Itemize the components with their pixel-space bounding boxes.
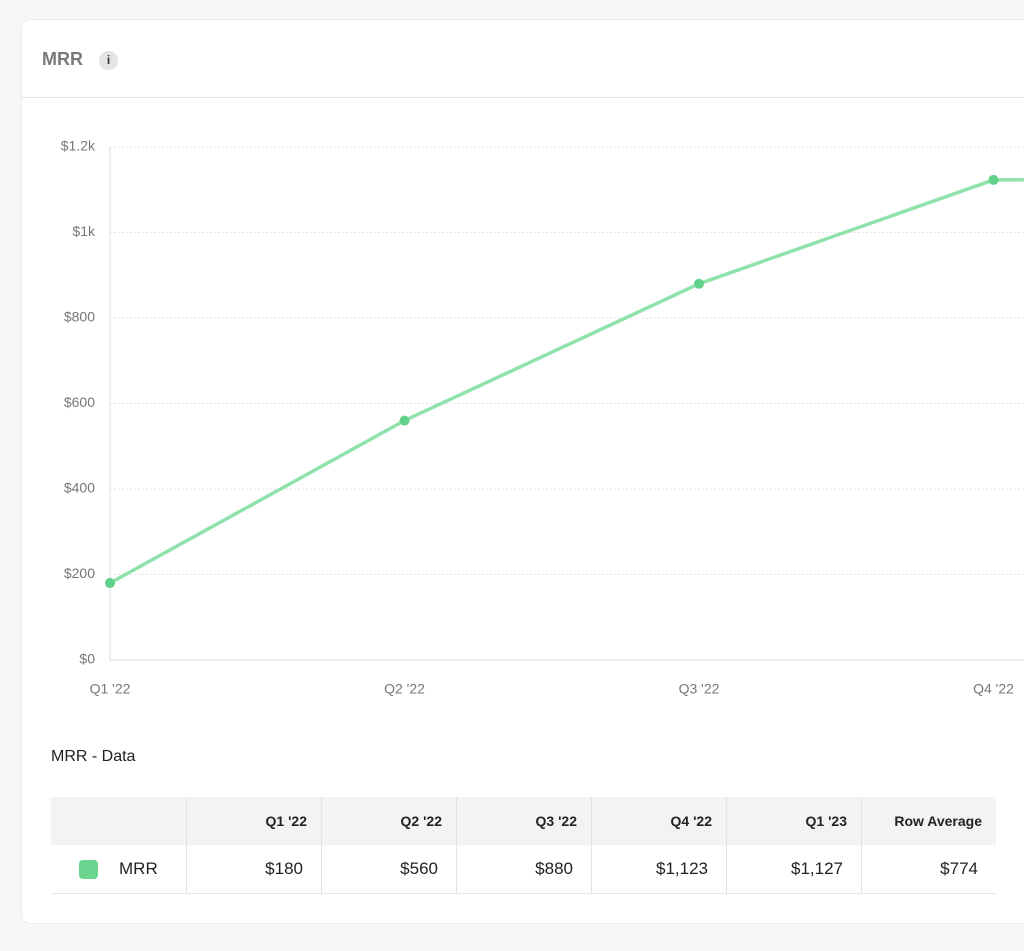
corner-cell [51,797,187,845]
y-tick-label: $800 [64,309,95,325]
header-row: Q1 '22 Q2 '22 Q3 '22 Q4 '22 Q1 '23 Row Averag… [51,797,996,845]
legend-swatch [79,860,98,879]
point [105,578,115,589]
table-row: MRR $180 $560 $880 $1,123 $1,127 $774 [51,845,996,894]
x-tick-label: Q2 '22 [384,681,425,697]
column-header: Row Average [861,797,996,845]
point [399,415,410,426]
table-cell: $560 [321,845,457,894]
column-header: Q1 '23 [726,797,862,845]
table-cell: $1,127 [726,845,862,894]
line [109,177,1024,585]
column-header: Q1 '22 [186,797,322,845]
table-title: MRR - Data [51,748,136,765]
column-header: Q4 '22 [591,797,727,845]
x-tick-label: Q4 '22 [973,681,1014,697]
table-cell: $880 [456,845,592,894]
info-icon[interactable]: i [99,51,118,70]
point [988,174,999,185]
y-tick-label: $0 [79,651,95,667]
point [694,278,704,289]
x-tick-label: Q1 '22 [90,681,131,697]
card-title: MRR [42,49,83,69]
column-header: Q2 '22 [321,797,457,845]
table-cell: $180 [186,845,322,894]
chart: $0 $200 $400 $600 $800 $1k $1.2k Q1 '22 Q2 '22 Q3… [61,138,1024,697]
table-cell: $1,123 [591,845,727,894]
y-tick-label: $400 [64,480,95,496]
row-label-cell: MRR [51,845,187,894]
y-tick-label: $600 [64,394,95,410]
y-tick-label: $1.2k [61,138,96,154]
y-tick-label: $200 [64,565,95,581]
divider [22,97,1024,98]
y-tick-label: $1k [72,223,96,239]
card: MRR i [22,20,1024,923]
column-header: Q3 '22 [456,797,592,845]
data-table: Q1 '22 Q2 '22 Q3 '22 Q4 '22 Q1 '23 Row Averag… [51,797,996,894]
row-label: MRR [119,858,158,878]
table-cell: $774 [861,845,996,894]
x-tick-label: Q3 '22 [679,681,720,697]
